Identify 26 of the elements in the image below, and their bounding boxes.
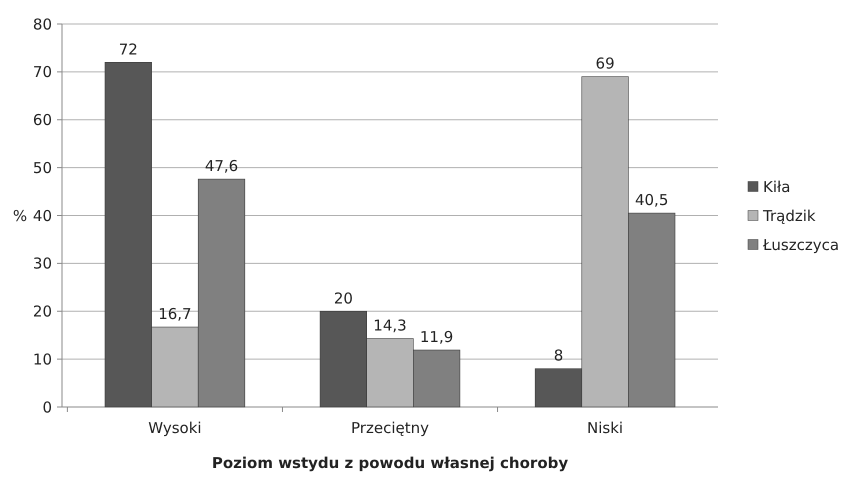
data-label: 20 — [334, 289, 353, 308]
data-label: 14,3 — [373, 316, 407, 335]
y-tick-label: 60 — [32, 111, 52, 129]
y-tick-label: 80 — [32, 15, 52, 34]
y-axis-title: % — [12, 206, 28, 225]
x-tick-label: Przeciętny — [351, 419, 430, 437]
y-tick-label: 30 — [32, 254, 52, 273]
y-tick-label: 0 — [42, 398, 52, 416]
y-tick-label: 50 — [32, 158, 52, 177]
data-label: 47,6 — [204, 157, 238, 176]
legend-label: Łuszczyca — [762, 236, 840, 254]
data-label: 8 — [554, 346, 564, 365]
y-tick-label: 20 — [32, 302, 52, 320]
data-label: 16,7 — [158, 305, 192, 324]
x-tick-label: Niski — [587, 419, 624, 437]
data-label: 11,9 — [420, 328, 454, 346]
y-tick-label: 40 — [32, 206, 52, 225]
data-label: 40,5 — [634, 191, 668, 210]
y-tick-label: 10 — [32, 350, 52, 368]
data-label: 69 — [596, 54, 615, 73]
data-label: 72 — [118, 40, 138, 58]
legend-label: Trądzik — [762, 206, 816, 225]
x-axis-title: Poziom wstydu z powodu własnej choroby — [212, 454, 568, 472]
legend-label: Kiła — [763, 178, 790, 196]
y-tick-label: 70 — [32, 63, 52, 82]
x-tick-label: Wysoki — [148, 419, 202, 437]
